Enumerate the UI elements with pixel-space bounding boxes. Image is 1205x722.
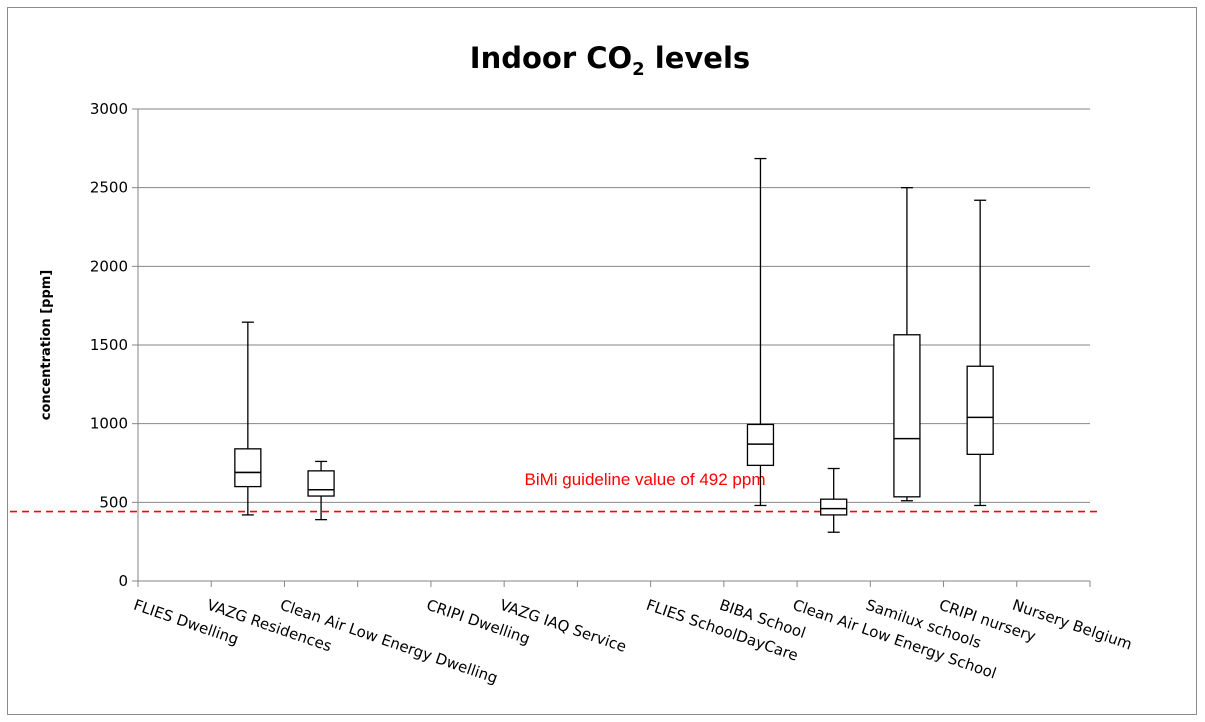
box-plot-item [746,157,775,507]
reference-layer: BiMi guideline value of 492 ppm [10,470,1100,513]
y-tick-label: 3000 [90,100,128,118]
box-iqr [307,470,335,497]
chart-title-main: Indoor CO [470,41,632,75]
y-tick-label: 1500 [90,336,128,354]
box-iqr [234,448,262,488]
box-iqr [820,498,848,516]
grid-layer [138,108,1090,503]
chart-title: Indoor CO2 levels [470,41,750,80]
y-tick-label: 2500 [90,179,128,197]
y-tick-label: 2000 [90,257,128,275]
y-tick-label: 1000 [90,415,128,433]
y-tick-label: 0 [118,572,128,590]
box-iqr [893,334,921,498]
box-layer [234,157,994,533]
y-axis-label: concentration [ppm] [39,270,54,421]
box-plot-item [234,321,262,516]
box-plot-item [893,187,921,502]
y-tick-label: 500 [99,493,128,511]
chart-frame [7,7,1197,715]
guideline-label: BiMi guideline value of 492 ppm [525,470,766,489]
box-plot-item [307,460,335,521]
chart-title-subscript: 2 [632,59,645,80]
box-plot-item [966,199,994,507]
box-iqr [966,365,994,455]
chart-title-suffix: levels [645,41,750,75]
box-plot-item [820,467,848,533]
